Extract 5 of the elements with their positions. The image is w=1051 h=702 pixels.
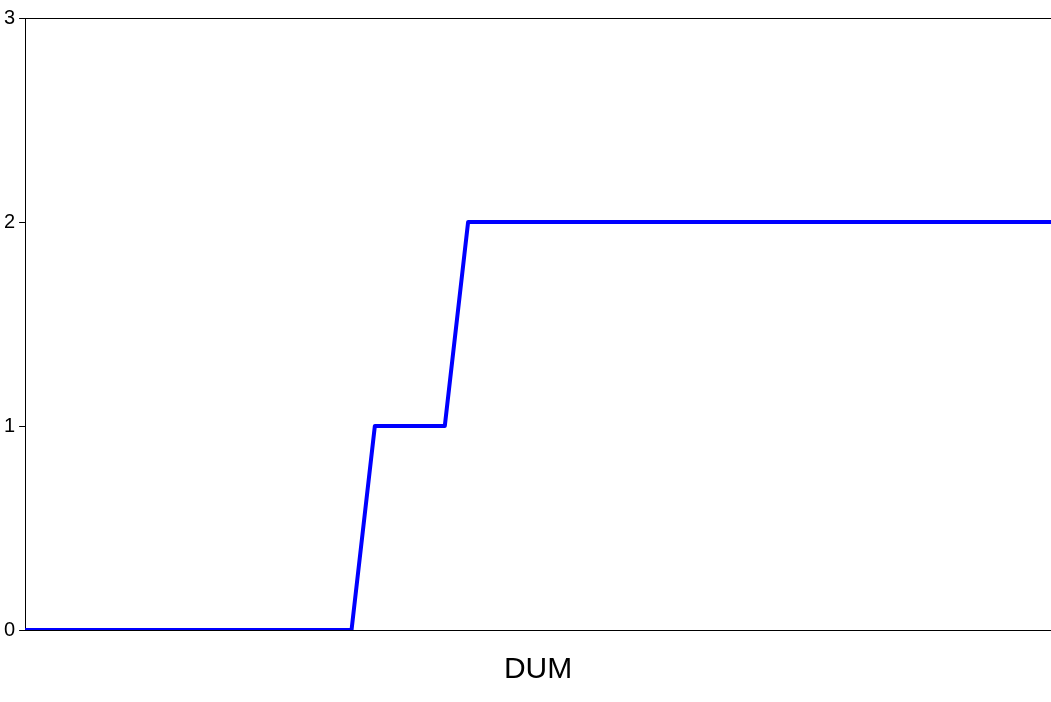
y-tick-label: 0 bbox=[4, 617, 16, 640]
y-tick-label: 1 bbox=[4, 413, 16, 436]
y-tick-label: 3 bbox=[4, 5, 16, 28]
y-tick-label: 2 bbox=[4, 209, 16, 232]
x-axis-title: DUM bbox=[503, 651, 573, 685]
